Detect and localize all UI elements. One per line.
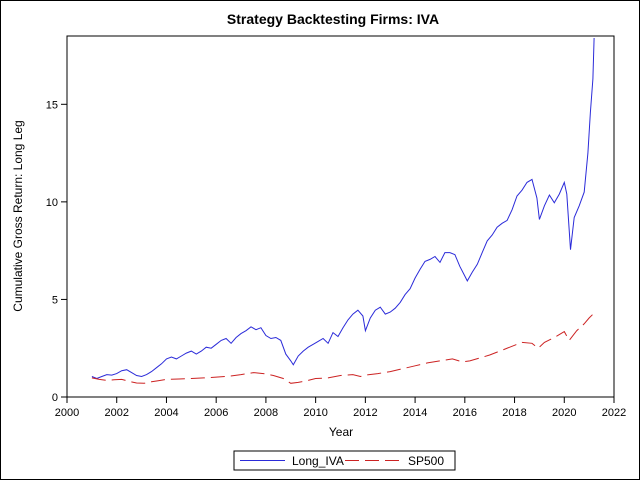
x-tick-label: 2014 (403, 407, 427, 419)
series-line-sp500 (91, 312, 595, 384)
series-line-long-iva (91, 37, 595, 380)
y-tick-label: 15 (46, 99, 58, 111)
legend: Long_IVA SP500 (233, 450, 456, 471)
legend-label-sp500: SP500 (408, 454, 444, 468)
x-tick-label: 2012 (353, 407, 377, 419)
x-tick-label: 2008 (254, 407, 278, 419)
x-tick-label: 2018 (502, 407, 526, 419)
x-tick-label: 2000 (55, 407, 79, 419)
x-tick-label: 2004 (154, 407, 178, 419)
y-axis-label: Cumulative Gross Return: Long Leg (11, 120, 25, 311)
y-tick-label: 0 (52, 392, 58, 404)
x-tick-label: 2002 (104, 407, 128, 419)
legend-box (233, 450, 456, 471)
legend-label-long-iva: Long_IVA (292, 454, 344, 468)
x-axis-label: Year (329, 425, 353, 439)
y-axis: 0 5 10 15 (46, 99, 67, 404)
chart-title: Strategy Backtesting Firms: IVA (227, 11, 439, 27)
x-axis: 2000 2002 2004 2006 2008 2010 2012 2014 2016 2018… (55, 397, 626, 419)
series-layer (91, 37, 595, 384)
x-tick-label: 2010 (303, 407, 327, 419)
x-tick-label: 2020 (552, 407, 576, 419)
x-tick-label: 2016 (453, 407, 477, 419)
y-tick-label: 5 (52, 294, 58, 306)
x-tick-label: 2006 (204, 407, 228, 419)
plot-area (66, 35, 615, 398)
y-tick-label: 10 (46, 197, 58, 209)
x-tick-label: 2022 (602, 407, 626, 419)
